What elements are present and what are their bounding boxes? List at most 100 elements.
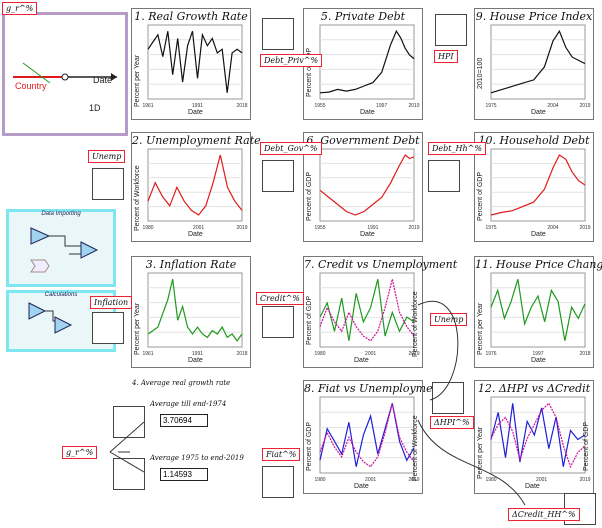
- chart-title: 3. Inflation Rate: [145, 258, 237, 271]
- x-tick-label: 1961: [142, 351, 153, 357]
- fiat-tag[interactable]: Fiat^%: [262, 448, 301, 461]
- inflation-tag[interactable]: Inflation: [90, 296, 133, 309]
- chart-house-price-index[interactable]: 9. House Price Index 1975 2004 2019 2010=1…: [474, 8, 594, 120]
- chart-real-growth-rate[interactable]: 1. Real Growth Rate 1961 1991 2018 Percent…: [131, 8, 251, 120]
- x-tick-label: 2019: [408, 351, 419, 357]
- x-tick-label: 2019: [408, 103, 419, 109]
- chart-svg: 1975 2004 2019: [485, 24, 591, 109]
- hpi-tag[interactable]: HPI: [434, 50, 458, 63]
- x-axis-label: Date: [360, 231, 375, 238]
- godley-icon[interactable]: [262, 160, 294, 192]
- chart-fiat-vs-unemployment[interactable]: 8. Fiat vs Unemployment 1980 2001 2019 Per…: [303, 380, 444, 494]
- x-tick-label: 2001: [365, 477, 376, 483]
- importing-diagram: [30, 227, 99, 273]
- y-axis-label: Percent of GDP: [306, 421, 313, 471]
- unemp-tag-mid[interactable]: Unemp: [430, 313, 468, 326]
- calculations-diagram: [28, 302, 73, 334]
- x-tick-label: 2019: [579, 103, 590, 109]
- x-tick-label: 1991: [192, 351, 203, 357]
- series-line: [319, 279, 415, 341]
- chart-svg: 1980 2001 2019: [314, 396, 420, 483]
- chart-title: 11. House Price Change: [475, 258, 602, 271]
- chart-title: 9. House Price Index: [475, 10, 593, 23]
- godley-icon[interactable]: [435, 14, 467, 46]
- godley-icon[interactable]: [92, 168, 124, 200]
- y2-axis-label: Percent of GDP: [583, 421, 590, 471]
- chart-credit-vs-unemployment[interactable]: 7. Credit vs Unemployment 1980 2001 2019 P…: [303, 256, 457, 368]
- x-tick-label: 1980: [485, 477, 496, 483]
- chart-title: 12. ΔHPI vs ΔCredit: [477, 382, 591, 395]
- x-tick-label: 1980: [314, 351, 325, 357]
- series-line: [319, 279, 415, 342]
- x-tick-label: 2001: [193, 225, 204, 231]
- chart-unemployment-rate[interactable]: 2. Unemployment Rate 1980 2001 2019 Percen…: [131, 132, 261, 242]
- x-axis-label: Date: [525, 483, 540, 490]
- plot-frame: [319, 396, 415, 474]
- average-till-value: 3.70694: [160, 414, 208, 427]
- godley-icon[interactable]: [262, 306, 294, 338]
- y-axis-label: Percent of GDP: [306, 295, 313, 345]
- x-tick-label: 1955: [314, 103, 325, 109]
- debt-hh-tag[interactable]: Debt_Hh^%: [428, 142, 486, 155]
- data-importing-group[interactable]: Data Importing: [6, 209, 116, 287]
- x-tick-label: 1980: [314, 477, 325, 483]
- x-tick-label: 2004: [547, 225, 558, 231]
- debt-gov-tag[interactable]: Debt_Gov^%: [260, 142, 322, 155]
- variable-panel[interactable]: Country Date 1D: [2, 12, 128, 136]
- series-line: [490, 279, 586, 341]
- plot-frame: [147, 148, 243, 222]
- gr-tag-bottom[interactable]: g_r^%: [62, 446, 98, 459]
- debt-private-tag[interactable]: Debt_Priv^%: [260, 54, 323, 67]
- chart-svg: 1961 1991 2018: [142, 272, 248, 357]
- x-tick-label: 2018: [236, 103, 247, 109]
- chart-title: 1. Real Growth Rate: [134, 10, 248, 23]
- x-tick-label: 1997: [376, 103, 387, 109]
- godley-icon[interactable]: [262, 18, 294, 50]
- chart-inflation-rate[interactable]: 3. Inflation Rate 1961 1991 2018 Percent p…: [131, 256, 251, 368]
- x-axis-label: Date: [354, 483, 369, 490]
- plot-frame: [490, 396, 586, 474]
- chart-svg: 1980 2001 2019: [314, 272, 420, 357]
- series-line: [319, 29, 415, 94]
- averages-section-label: 4. Average real growth rate: [132, 379, 231, 387]
- x-axis-label: Date: [354, 357, 369, 364]
- x-tick-label: 1997: [532, 351, 543, 357]
- series-line: [147, 31, 243, 93]
- x-axis-label: Date: [531, 231, 546, 238]
- variable-tag[interactable]: g_r^%: [2, 2, 38, 15]
- series-line: [490, 402, 586, 469]
- dcredit-tag[interactable]: ΔCredit_HH^%: [508, 508, 580, 521]
- plot-frame: [319, 148, 415, 222]
- chart-dhpi-vs-dcredit[interactable]: 12. ΔHPI vs ΔCredit 1980 2001 2019 Percent…: [474, 380, 594, 494]
- godley-icon[interactable]: [113, 406, 145, 438]
- x-tick-label: 2018: [579, 351, 590, 357]
- godley-icon[interactable]: [262, 466, 294, 498]
- series-line: [490, 154, 586, 216]
- chart-private-debt[interactable]: 5. Private Debt 1955 1997 2019 Percent of …: [303, 8, 423, 120]
- chart-government-debt[interactable]: 6. Government Debt 1955 1991 2019 Percent …: [303, 132, 423, 242]
- average-after-value: 1.14593: [160, 468, 208, 481]
- chart-title: 2. Unemployment Rate: [132, 134, 261, 147]
- country-axis-label: Country: [15, 81, 47, 91]
- x-tick-label: 1991: [367, 225, 378, 231]
- x-tick-label: 2018: [236, 351, 247, 357]
- credit-tag[interactable]: Credit^%: [256, 292, 304, 305]
- x-tick-label: 2019: [408, 477, 419, 483]
- y-axis-label: 2010=100: [477, 57, 484, 89]
- x-tick-label: 1976: [485, 351, 496, 357]
- chart-title: 6. Government Debt: [306, 134, 420, 147]
- chart-svg: 1955 1991 2019: [314, 148, 420, 231]
- dhpi-tag[interactable]: ΔHPI^%: [430, 416, 474, 429]
- godley-icon[interactable]: [428, 160, 460, 192]
- godley-icon[interactable]: [432, 382, 464, 414]
- plot-frame: [147, 24, 243, 100]
- godley-icon[interactable]: [113, 458, 145, 490]
- chart-svg: 1961 1991 2018: [142, 24, 248, 109]
- chart-svg: 1980 2001 2019: [485, 396, 591, 483]
- unemp-tag-left[interactable]: Unemp: [88, 150, 126, 163]
- y-axis-label: Percent per Year: [477, 426, 484, 479]
- chart-house-price-change[interactable]: 11. House Price Change 1976 1997 2018 Perc…: [474, 256, 602, 368]
- group-title: Data Importing: [41, 211, 81, 217]
- godley-icon[interactable]: [92, 312, 124, 344]
- chart-household-debt[interactable]: 10. Household Debt 1975 2004 2019 Percent …: [474, 132, 594, 242]
